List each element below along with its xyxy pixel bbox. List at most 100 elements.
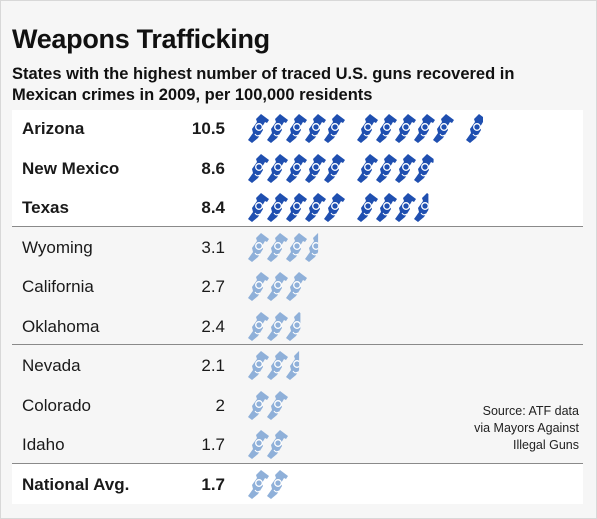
chart-row: Texas 8.4 [12, 189, 583, 227]
category-label: National Avg. [22, 474, 130, 494]
value-label: 8.4 [201, 198, 225, 217]
pictogram-svg [248, 311, 301, 341]
pictogram-svg [248, 469, 288, 499]
pictogram-bar [246, 110, 576, 148]
gun-icon [376, 153, 397, 183]
group-divider [12, 225, 583, 227]
gun-icon [305, 232, 319, 262]
chart-row: California 2.7 [12, 268, 583, 306]
gun-icon [267, 351, 288, 380]
gun-icon [248, 114, 269, 143]
gun-icon [286, 311, 301, 341]
category-label: New Mexico [22, 158, 120, 178]
gun-icon [248, 311, 269, 341]
value-label: 8.6 [201, 158, 225, 178]
gun-icon [248, 232, 269, 262]
gun-icon [305, 114, 326, 143]
gun-icon [357, 193, 378, 222]
pictogram-bar [246, 189, 576, 227]
gun-icon [414, 193, 429, 222]
pictogram-bar [246, 387, 576, 425]
value-label: 2.1 [201, 356, 225, 375]
gun-icon [414, 114, 435, 143]
gun-icon [267, 114, 288, 143]
source-line-1: Source: ATF data [482, 404, 579, 418]
category-label: Colorado [22, 395, 91, 415]
gun-icon [267, 272, 288, 301]
category-label: Oklahoma [22, 316, 100, 336]
gun-icon [286, 232, 307, 262]
national-average-background [12, 464, 583, 504]
category-label: Texas [22, 198, 69, 217]
pictogram-bar [246, 150, 576, 188]
pictogram-svg [248, 272, 307, 301]
gun-icon [286, 351, 300, 380]
gun-icon [267, 232, 288, 262]
chart-row: Nevada 2.1 [12, 347, 583, 385]
gun-icon [395, 153, 416, 183]
gun-icon [267, 311, 288, 341]
category-label: Arizona [22, 119, 85, 138]
gun-icon [357, 114, 378, 143]
gun-icon [324, 153, 345, 183]
gun-icon [305, 193, 326, 222]
value-label: 1.7 [201, 474, 225, 494]
gun-icon [433, 114, 454, 143]
gun-icon [357, 153, 378, 183]
pictogram-svg [248, 430, 288, 459]
chart-row: Arizona 10.5 [12, 110, 583, 148]
gun-icon [267, 153, 288, 183]
pictogram-bar [246, 308, 576, 346]
source-note: Source: ATF data via Mayors Against Ille… [439, 403, 579, 454]
value-label: 2.4 [201, 316, 225, 336]
gun-icon [248, 153, 269, 183]
gun-icon [248, 469, 269, 499]
pictogram-bar [246, 229, 576, 267]
gun-icon [466, 114, 483, 143]
gun-icon [248, 430, 269, 459]
gun-icon [376, 193, 397, 222]
gun-icon [286, 153, 307, 183]
gun-icon [305, 153, 326, 183]
value-label: 2 [215, 395, 225, 415]
gun-icon [248, 390, 269, 420]
chart-title: Weapons Trafficking [12, 24, 270, 54]
gun-icon [414, 153, 434, 183]
gun-icon [395, 114, 416, 143]
pictogram-svg [248, 390, 288, 420]
chart-row: Idaho 1.7 [12, 426, 583, 464]
pictogram-svg [248, 351, 300, 380]
category-label: Wyoming [22, 237, 93, 257]
gun-icon [395, 193, 416, 222]
chart-row: New Mexico 8.6 [12, 150, 583, 188]
gun-icon [286, 114, 307, 143]
value-label: 2.7 [201, 277, 225, 296]
pictogram-bar [246, 426, 576, 464]
gun-icon [248, 351, 269, 380]
category-label: Nevada [22, 356, 81, 375]
category-label: Idaho [22, 435, 65, 454]
gun-icon [267, 430, 288, 459]
value-label: 3.1 [201, 237, 225, 257]
value-label: 1.7 [201, 435, 225, 454]
pictogram-svg [248, 193, 429, 222]
chart-row: Wyoming 3.1 [12, 229, 583, 267]
pictogram-svg [248, 114, 483, 143]
gun-icon [286, 193, 307, 222]
chart-subtitle: States with the highest number of traced… [12, 65, 515, 104]
source-line-3: Illegal Guns [512, 438, 579, 452]
group-divider [12, 462, 583, 464]
gun-icon [324, 193, 345, 222]
pictogram-svg [248, 232, 319, 262]
gun-icon [267, 390, 288, 420]
source-line-2: via Mayors Against [474, 421, 579, 435]
pictogram-svg [248, 153, 434, 183]
category-label: California [22, 277, 94, 296]
chart-row: Oklahoma 2.4 [12, 308, 583, 346]
gun-icon [267, 193, 288, 222]
pictogram-bar [246, 268, 576, 306]
chart-row: National Avg. 1.7 [12, 466, 583, 504]
gun-icon [376, 114, 397, 143]
pictogram-bar [246, 347, 576, 385]
value-label: 10.5 [191, 119, 225, 138]
